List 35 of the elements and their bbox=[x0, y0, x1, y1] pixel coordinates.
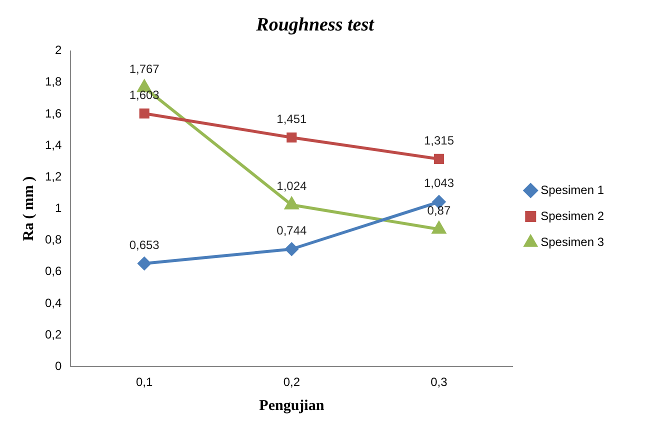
x-tick-label: 0,1 bbox=[136, 375, 154, 390]
point bbox=[285, 242, 298, 256]
data-label: 1,315 bbox=[424, 133, 454, 148]
point bbox=[284, 197, 298, 210]
point bbox=[432, 222, 446, 234]
legend-label: Spesimen 1 bbox=[540, 182, 604, 197]
x-tick-label: 0,2 bbox=[283, 375, 300, 390]
x-tick-label: 0,3 bbox=[430, 375, 448, 390]
data-label: 1,043 bbox=[424, 176, 454, 190]
point bbox=[138, 256, 151, 270]
data-label: 0,653 bbox=[129, 238, 160, 252]
y-tick-label: 0 bbox=[54, 358, 62, 373]
y-tick-label: 1,4 bbox=[44, 138, 62, 152]
legend-label: Spesimen 3 bbox=[540, 234, 604, 249]
point bbox=[139, 108, 150, 119]
y-axis-title: Ra ( mm ) bbox=[20, 176, 37, 241]
point bbox=[434, 154, 444, 164]
legend-label: Spesimen 2 bbox=[540, 208, 604, 223]
point bbox=[286, 132, 297, 143]
data-label: 0,87 bbox=[427, 204, 451, 218]
y-tick-label: 0,6 bbox=[44, 264, 62, 278]
y-tick-label: 1,2 bbox=[44, 169, 62, 184]
x-axis-title: Pengujian bbox=[259, 398, 325, 414]
data-label: 1,024 bbox=[276, 179, 307, 194]
data-label: 1,767 bbox=[129, 62, 160, 76]
y-tick-label: 0,2 bbox=[44, 327, 62, 342]
data-label: 0,744 bbox=[276, 223, 307, 238]
y-tick-label: 1 bbox=[54, 201, 62, 216]
y-tick-label: 0,8 bbox=[44, 232, 62, 247]
y-tick-label: 1,8 bbox=[44, 74, 62, 89]
chart-title: Roughness test bbox=[255, 14, 375, 36]
data-label: 1,451 bbox=[276, 112, 307, 126]
y-tick-label: 1,6 bbox=[44, 106, 62, 120]
y-tick-label: 2 bbox=[54, 43, 62, 58]
y-tick-label: 0,4 bbox=[44, 296, 62, 310]
